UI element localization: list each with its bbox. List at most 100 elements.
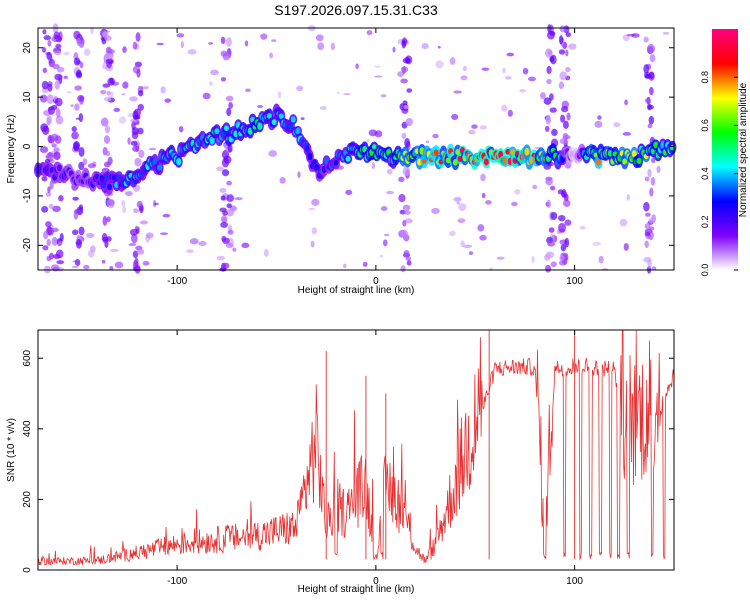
heatmap-band-blob	[104, 125, 111, 134]
spectrogram-y-tick-label: -20	[22, 238, 33, 253]
heatmap-noise-blob	[256, 105, 264, 108]
heatmap-band-blob	[74, 258, 81, 267]
heatmap-noise-blob	[449, 57, 456, 65]
heatmap-ridge-core	[345, 155, 351, 162]
heatmap-band-blob	[221, 169, 230, 177]
heatmap-band-blob	[103, 135, 111, 144]
heatmap-noise-blob	[437, 45, 441, 49]
heatmap-band-blob	[130, 233, 138, 244]
heatmap-band-blob	[76, 37, 81, 47]
heatmap-band-blob	[565, 66, 571, 73]
heatmap-noise-blob	[511, 201, 518, 207]
heatmap-band-blob	[51, 143, 57, 148]
heatmap-band-blob	[46, 94, 54, 104]
heatmap-band-blob	[406, 88, 413, 93]
heatmap-band-blob	[649, 86, 654, 96]
figure-title: S197.2026.097.15.31.C33	[274, 2, 438, 18]
heatmap-noise-blob	[366, 30, 373, 36]
heatmap-band-blob	[563, 193, 569, 202]
heatmap-band-blob	[546, 65, 552, 75]
heatmap-band-blob	[645, 212, 651, 217]
heatmap-noise-blob	[100, 89, 107, 95]
heatmap-noise-blob	[496, 256, 505, 260]
heatmap-band-blob	[107, 156, 113, 165]
heatmap-noise-blob	[216, 255, 225, 261]
heatmap-band-blob	[544, 254, 551, 261]
heatmap-band-blob	[55, 249, 64, 259]
heatmap-band-blob	[42, 29, 47, 35]
heatmap-band-blob	[646, 103, 652, 111]
heatmap-noise-blob	[532, 184, 538, 190]
heatmap-band-blob	[47, 152, 52, 157]
heatmap-ridge-core	[157, 164, 163, 171]
heatmap-band-blob	[51, 236, 58, 246]
heatmap-band-blob	[557, 189, 564, 195]
heatmap-noise-blob	[244, 40, 249, 47]
heatmap-noise-blob	[268, 150, 278, 157]
heatmap-band-blob	[545, 48, 553, 58]
heatmap-band-blob	[565, 164, 571, 169]
heatmap-band-blob	[106, 150, 111, 157]
heatmap-band-blob	[648, 71, 655, 81]
heatmap-band-blob	[46, 238, 51, 247]
heatmap-band-blob	[48, 203, 54, 209]
heatmap-noise-blob	[506, 52, 515, 57]
heatmap-ridge-core	[257, 122, 263, 131]
colorbar-ticks: 0.0 0.2 0.4 0.6 0.8	[700, 71, 738, 276]
heatmap-band-blob	[131, 131, 139, 140]
heatmap-band-blob	[220, 50, 228, 57]
heatmap-band-blob	[131, 120, 136, 131]
heatmap-noise-blob	[336, 91, 341, 95]
heatmap-noise-blob	[106, 216, 111, 223]
heatmap-noise-blob	[626, 33, 636, 37]
heatmap-noise-blob	[127, 137, 131, 145]
heatmap-noise-blob	[477, 224, 485, 232]
heatmap-band-blob	[41, 46, 47, 53]
heatmap-noise-blob	[139, 220, 149, 225]
heatmap-noise-blob	[598, 255, 604, 264]
heatmap-noise-blob	[481, 67, 490, 71]
heatmap-noise-blob	[128, 243, 137, 246]
heatmap-noise-blob	[311, 227, 318, 235]
heatmap-band-blob	[648, 115, 655, 125]
heatmap-noise-blob	[124, 191, 133, 196]
heatmap-band-blob	[648, 226, 655, 231]
heatmap-noise-blob	[156, 42, 164, 46]
heatmap-band-blob	[78, 112, 84, 123]
heatmap-ridge-core	[209, 136, 215, 145]
spectrogram-y-axis-label: Frequency (Hz)	[6, 115, 17, 184]
heatmap-band-blob	[221, 217, 228, 223]
heatmap-band-blob	[559, 25, 566, 33]
heatmap-noise-blob	[263, 249, 269, 257]
heatmap-noise-blob	[597, 115, 602, 120]
heatmap-noise-blob	[87, 163, 96, 169]
heatmap-noise-blob	[113, 107, 121, 113]
heatmap-band-blob	[549, 107, 557, 113]
heatmap-noise-blob	[565, 49, 569, 57]
heatmap-band-blob	[220, 77, 227, 82]
snr-y-tick-label: 600	[22, 349, 33, 366]
heatmap-ridge-core	[307, 152, 313, 161]
heatmap-band-blob	[547, 30, 555, 40]
snr-frame	[37, 329, 675, 571]
spectrogram-y-tick-label: 0	[22, 143, 33, 149]
heatmap-band-blob	[644, 231, 651, 237]
colorbar-tick-label: 0.0	[700, 264, 710, 277]
heatmap-noise-blob	[319, 106, 327, 111]
heatmap-noise-blob	[122, 81, 129, 89]
heatmap-noise-blob	[315, 34, 324, 42]
heatmap-band-blob	[562, 120, 569, 129]
heatmap-noise-blob	[460, 75, 468, 81]
heatmap-noise-blob	[345, 189, 353, 195]
heatmap-noise-blob	[39, 146, 49, 153]
heatmap-noise-blob	[90, 26, 94, 35]
heatmap-noise-blob	[397, 71, 405, 78]
heatmap-noise-blob	[162, 213, 171, 218]
heatmap-band-blob	[134, 257, 139, 268]
heatmap-noise-blob	[311, 198, 320, 206]
heatmap-band-blob	[55, 108, 61, 118]
heatmap-band-blob	[402, 166, 411, 177]
heatmap-noise-blob	[458, 203, 467, 211]
heatmap-band-blob	[58, 241, 63, 246]
heatmap-band-blob	[564, 237, 570, 248]
